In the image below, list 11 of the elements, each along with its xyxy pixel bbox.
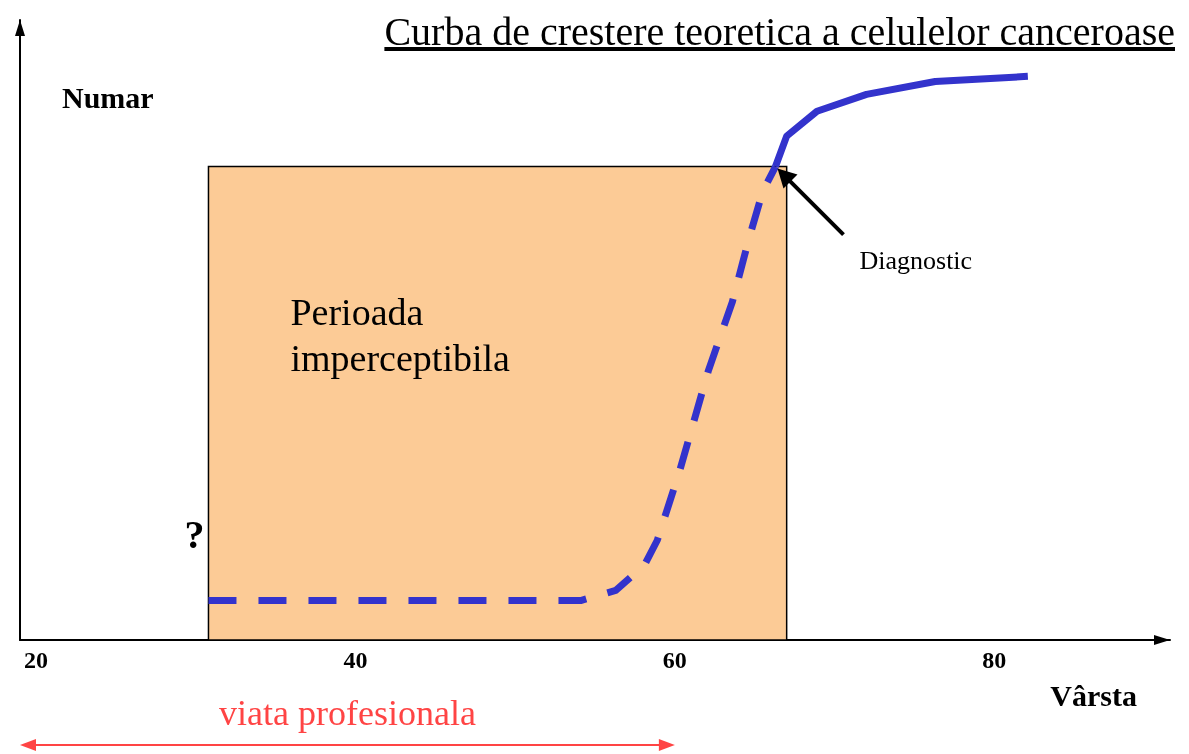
chart-title: Curba de crestere teoretica a celulelor canceroase xyxy=(384,8,1175,56)
x-tick-label: 80 xyxy=(982,647,1007,673)
x-tick-label: 60 xyxy=(662,647,687,673)
x-tick-label: 20 xyxy=(23,647,48,673)
annotation: Diagnostic xyxy=(859,244,973,276)
y-axis-title: Numar xyxy=(62,80,154,116)
x-tick-label: 40 xyxy=(343,647,368,673)
annotation: ? xyxy=(184,510,205,559)
text: viata profesionala xyxy=(218,692,476,735)
band-label: Perioada imperceptibila xyxy=(290,290,511,381)
x-axis-title: Vârsta xyxy=(1050,678,1137,714)
